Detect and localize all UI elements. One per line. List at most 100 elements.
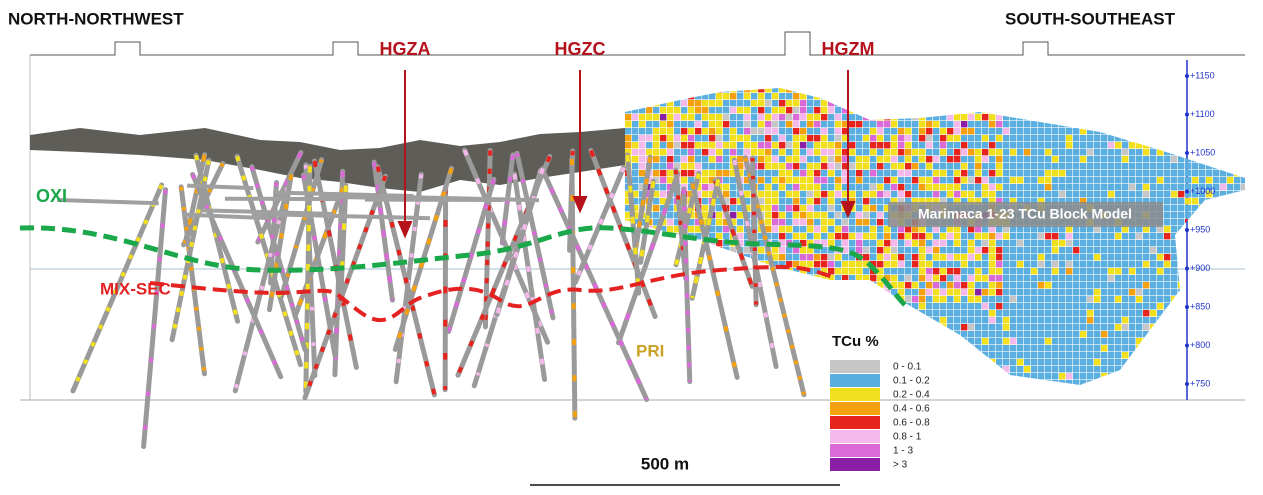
block-cell xyxy=(1192,170,1198,176)
block-cell xyxy=(898,233,904,239)
block-cell xyxy=(1052,366,1058,372)
block-cell xyxy=(1010,93,1016,99)
block-cell xyxy=(1073,121,1079,127)
block-cell xyxy=(996,303,1002,309)
block-cell xyxy=(933,345,939,351)
block-cell xyxy=(863,121,869,127)
block-cell xyxy=(730,317,736,323)
block-cell xyxy=(835,324,841,330)
block-cell xyxy=(940,107,946,113)
block-cell xyxy=(1108,254,1114,260)
block-cell xyxy=(1024,93,1030,99)
block-cell xyxy=(653,296,659,302)
block-cell xyxy=(807,352,813,358)
block-cell xyxy=(639,156,645,162)
block-cell xyxy=(1094,310,1100,316)
block-cell xyxy=(751,324,757,330)
block-cell xyxy=(961,247,967,253)
block-cell xyxy=(660,317,666,323)
block-cell xyxy=(1143,310,1149,316)
block-cell xyxy=(1017,107,1023,113)
block-cell xyxy=(1220,380,1226,386)
block-cell xyxy=(1227,240,1233,246)
block-cell xyxy=(723,184,729,190)
block-cell xyxy=(1059,170,1065,176)
block-cell xyxy=(716,352,722,358)
block-cell xyxy=(933,100,939,106)
block-cell xyxy=(1164,212,1170,218)
block-cell xyxy=(1038,324,1044,330)
block-cell xyxy=(996,289,1002,295)
block-cell xyxy=(1052,345,1058,351)
block-cell xyxy=(1234,177,1240,183)
block-cell xyxy=(807,156,813,162)
block-cell xyxy=(1087,107,1093,113)
block-cell xyxy=(1185,205,1191,211)
block-cell xyxy=(1213,233,1219,239)
block-cell xyxy=(968,275,974,281)
block-cell xyxy=(842,317,848,323)
block-cell xyxy=(870,324,876,330)
block-cell xyxy=(667,114,673,120)
block-cell xyxy=(1234,289,1240,295)
block-cell xyxy=(1129,352,1135,358)
block-cell xyxy=(996,317,1002,323)
block-cell xyxy=(1003,233,1009,239)
block-cell xyxy=(709,170,715,176)
block-cell xyxy=(667,338,673,344)
block-cell xyxy=(1192,352,1198,358)
block-cell xyxy=(1136,156,1142,162)
block-cell xyxy=(1136,345,1142,351)
block-cell xyxy=(1010,128,1016,134)
block-cell xyxy=(849,289,855,295)
block-cell xyxy=(975,268,981,274)
block-cell xyxy=(933,93,939,99)
block-cell xyxy=(933,121,939,127)
block-cell xyxy=(1045,366,1051,372)
block-cell xyxy=(1220,324,1226,330)
block-cell xyxy=(1045,310,1051,316)
block-cell xyxy=(1101,170,1107,176)
block-cell xyxy=(996,128,1002,134)
block-cell xyxy=(660,128,666,134)
block-cell xyxy=(884,240,890,246)
block-cell xyxy=(1059,107,1065,113)
block-cell xyxy=(1136,310,1142,316)
block-cell xyxy=(723,121,729,127)
block-cell xyxy=(905,240,911,246)
block-cell xyxy=(940,247,946,253)
block-cell xyxy=(1108,128,1114,134)
block-cell xyxy=(1241,219,1247,225)
block-cell xyxy=(744,135,750,141)
block-cell xyxy=(639,93,645,99)
block-cell xyxy=(1185,135,1191,141)
block-cell xyxy=(940,128,946,134)
block-cell xyxy=(940,380,946,386)
block-cell xyxy=(912,184,918,190)
block-cell xyxy=(1052,254,1058,260)
block-cell xyxy=(1017,303,1023,309)
block-cell xyxy=(877,107,883,113)
block-cell xyxy=(1199,163,1205,169)
block-cell xyxy=(1136,338,1142,344)
block-cell xyxy=(1136,184,1142,190)
block-cell xyxy=(975,100,981,106)
block-cell xyxy=(779,100,785,106)
hgza-label: HGZA xyxy=(380,39,431,59)
block-cell xyxy=(772,184,778,190)
block-cell xyxy=(1122,310,1128,316)
block-cell xyxy=(1206,212,1212,218)
block-cell xyxy=(1073,310,1079,316)
block-cell xyxy=(1010,121,1016,127)
block-cell xyxy=(933,128,939,134)
block-cell xyxy=(1003,331,1009,337)
block-cell xyxy=(842,296,848,302)
block-cell xyxy=(863,212,869,218)
block-cell xyxy=(1122,156,1128,162)
block-cell xyxy=(933,303,939,309)
block-cell xyxy=(1066,268,1072,274)
block-cell xyxy=(1157,373,1163,379)
block-cell xyxy=(828,205,834,211)
block-cell xyxy=(975,93,981,99)
block-cell xyxy=(821,303,827,309)
